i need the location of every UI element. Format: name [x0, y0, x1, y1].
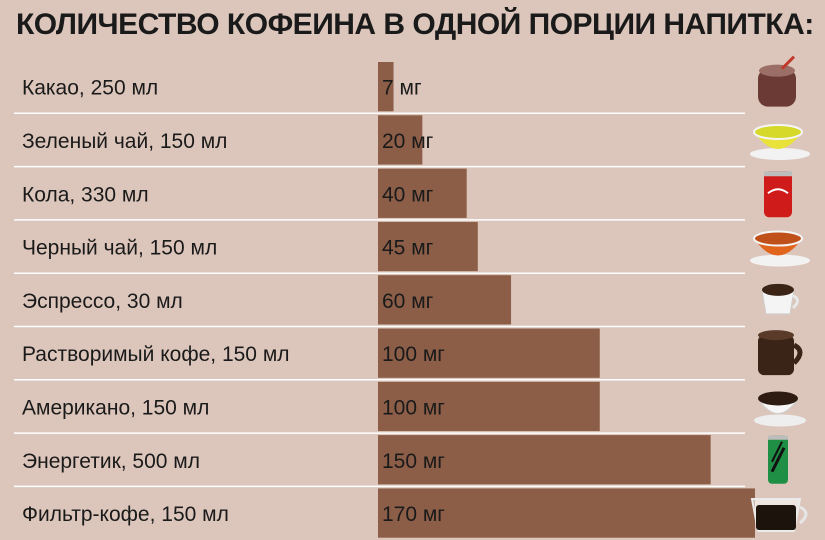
data-label: 100 мг [382, 396, 445, 419]
bar [378, 381, 600, 432]
category-label: Фильтр-кофе, 150 мл [22, 503, 229, 526]
data-label: 45 мг [382, 237, 434, 260]
category-label: Энергетик, 500 мл [22, 450, 200, 473]
energy-drink-can-icon [768, 435, 788, 484]
category-label: Растворимый кофе, 150 мл [22, 343, 290, 366]
americano-cup-icon [754, 391, 806, 427]
data-label: 150 мг [382, 450, 445, 473]
data-label: 40 мг [382, 183, 434, 206]
category-label: Какао, 250 мл [22, 77, 158, 100]
bar [378, 115, 423, 165]
cocoa-mug-icon [758, 55, 796, 107]
category-label: Черный чай, 150 мл [22, 237, 217, 260]
category-label: Кола, 330 мл [22, 183, 149, 206]
cola-can-icon [764, 171, 792, 218]
espresso-cup-icon [761, 283, 799, 315]
bar [378, 435, 711, 485]
data-label: 20 мг [382, 130, 434, 153]
bar [378, 328, 600, 378]
bar [378, 275, 512, 325]
category-label: Американо, 150 мл [22, 396, 209, 419]
data-label: 170 мг [382, 503, 445, 526]
bar [378, 221, 478, 272]
instant-coffee-mug-icon [758, 330, 803, 376]
data-label: 7 мг [382, 77, 422, 100]
green-tea-cup-icon [750, 123, 810, 160]
filter-coffee-cup-icon [750, 498, 808, 533]
bar [378, 168, 467, 218]
data-label: 60 мг [382, 290, 434, 313]
data-label: 100 мг [382, 343, 445, 366]
chart-title: КОЛИЧЕСТВО КОФЕИНА В ОДНОЙ ПОРЦИИ НАПИТК… [16, 8, 814, 41]
black-tea-cup-icon [750, 230, 810, 267]
category-label: Эспрессо, 30 мл [22, 290, 183, 313]
bar [378, 62, 394, 112]
bar [378, 488, 755, 538]
category-label: Зеленый чай, 150 мл [22, 130, 227, 153]
